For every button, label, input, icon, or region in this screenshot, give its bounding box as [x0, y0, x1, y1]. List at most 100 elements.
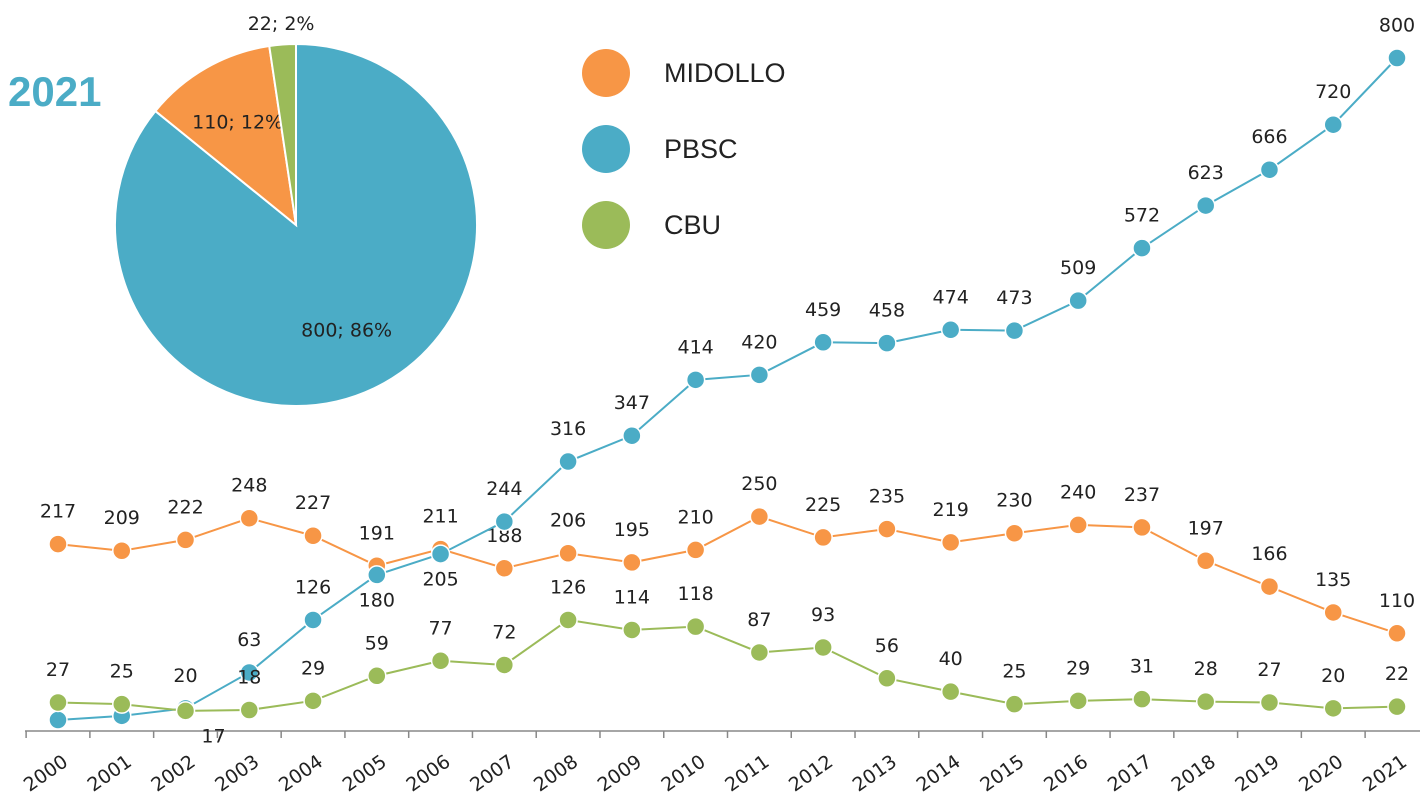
pie-label: 800; 86% [301, 320, 392, 342]
data-point [367, 565, 387, 585]
data-label: 29 [1066, 657, 1090, 679]
data-label: 27 [46, 659, 70, 681]
data-point [813, 527, 833, 548]
data-label: 195 [614, 519, 650, 541]
data-point [430, 651, 451, 671]
data-point [175, 701, 196, 721]
data-label: 230 [996, 490, 1032, 512]
data-point [685, 370, 706, 390]
data-point [877, 519, 897, 539]
data-point [494, 511, 515, 532]
x-tick-label: 2006 [402, 751, 454, 797]
data-label: 316 [550, 418, 586, 440]
data-point [239, 700, 260, 720]
data-point [1132, 238, 1152, 258]
data-label: 205 [422, 569, 458, 591]
data-label: 135 [1315, 569, 1351, 591]
data-label: 29 [301, 657, 325, 679]
data-point [1387, 48, 1407, 68]
data-label: 244 [486, 478, 522, 500]
data-label: 191 [359, 522, 395, 544]
data-point [48, 710, 68, 730]
data-label: 225 [805, 494, 841, 516]
series-line [57, 515, 1398, 635]
data-point [48, 692, 68, 713]
data-label: 17 [201, 725, 225, 747]
x-tick-label: 2015 [976, 751, 1028, 797]
data-point [1004, 320, 1025, 341]
data-label: 209 [104, 507, 140, 529]
pie-label: 22; 2% [248, 13, 315, 35]
data-point [877, 668, 897, 689]
data-label: 509 [1060, 257, 1096, 279]
data-label: 126 [550, 576, 586, 598]
data-label: 222 [167, 496, 203, 518]
x-tick-label: 2009 [594, 751, 646, 797]
x-tick-label: 2017 [1104, 751, 1156, 797]
data-point [239, 508, 260, 528]
legend-label: MIDOLLO [664, 58, 786, 88]
x-tick-label: 2019 [1231, 751, 1283, 797]
data-point [558, 543, 578, 563]
data-label: 114 [614, 586, 650, 608]
data-label: 20 [173, 665, 197, 687]
data-point [112, 694, 132, 714]
data-label: 25 [1002, 661, 1026, 683]
x-tick-label: 2011 [721, 751, 773, 797]
x-tick-label: 2001 [84, 751, 136, 797]
data-label: 473 [996, 287, 1032, 309]
data-label: 720 [1315, 81, 1351, 103]
data-label: 56 [875, 635, 899, 657]
pie-slice [268, 42, 297, 226]
data-label: 188 [486, 525, 522, 547]
data-point [175, 530, 196, 550]
data-label: 63 [237, 629, 261, 651]
data-label: 77 [428, 617, 452, 639]
data-point [303, 691, 323, 711]
data-point [1259, 576, 1280, 597]
data-label: 420 [741, 331, 777, 353]
x-tick-label: 2007 [466, 751, 518, 797]
data-point [877, 333, 897, 353]
data-label: 93 [811, 604, 835, 626]
x-tick-label: 2004 [275, 751, 327, 797]
data-label: 210 [677, 506, 713, 528]
data-point [749, 365, 770, 385]
data-point [239, 662, 260, 683]
data-point [685, 616, 706, 637]
data-point [940, 681, 961, 702]
data-point [558, 610, 578, 630]
data-label: 25 [110, 661, 134, 683]
data-point [1004, 694, 1025, 714]
legend-marker [582, 125, 630, 173]
data-label: 87 [747, 609, 771, 631]
data-label: 27 [1257, 659, 1281, 681]
data-label: 118 [677, 583, 713, 605]
data-point [494, 655, 515, 675]
data-point [622, 552, 642, 573]
data-label: 180 [359, 589, 395, 611]
x-tick-label: 2018 [1168, 751, 1220, 797]
data-label: 235 [869, 486, 905, 508]
x-tick-label: 2000 [20, 751, 72, 797]
x-tick-label: 2013 [849, 751, 901, 797]
data-point [813, 332, 833, 353]
data-point [1195, 691, 1216, 712]
data-label: 240 [1060, 481, 1096, 503]
legend-label: CBU [664, 210, 721, 240]
x-tick-label: 2020 [1295, 751, 1347, 797]
data-point [1259, 159, 1280, 180]
data-point [749, 506, 770, 527]
pie-label: 110; 12% [192, 111, 283, 133]
x-tick-label: 2005 [339, 751, 391, 797]
data-label: 572 [1124, 205, 1160, 227]
data-point [622, 620, 642, 640]
data-label: 110 [1379, 590, 1415, 612]
data-point [1323, 698, 1343, 719]
data-point [303, 610, 323, 630]
data-label: 459 [805, 299, 841, 321]
data-label: 623 [1188, 162, 1224, 184]
data-label: 219 [933, 499, 969, 521]
data-label: 20 [1321, 665, 1345, 687]
